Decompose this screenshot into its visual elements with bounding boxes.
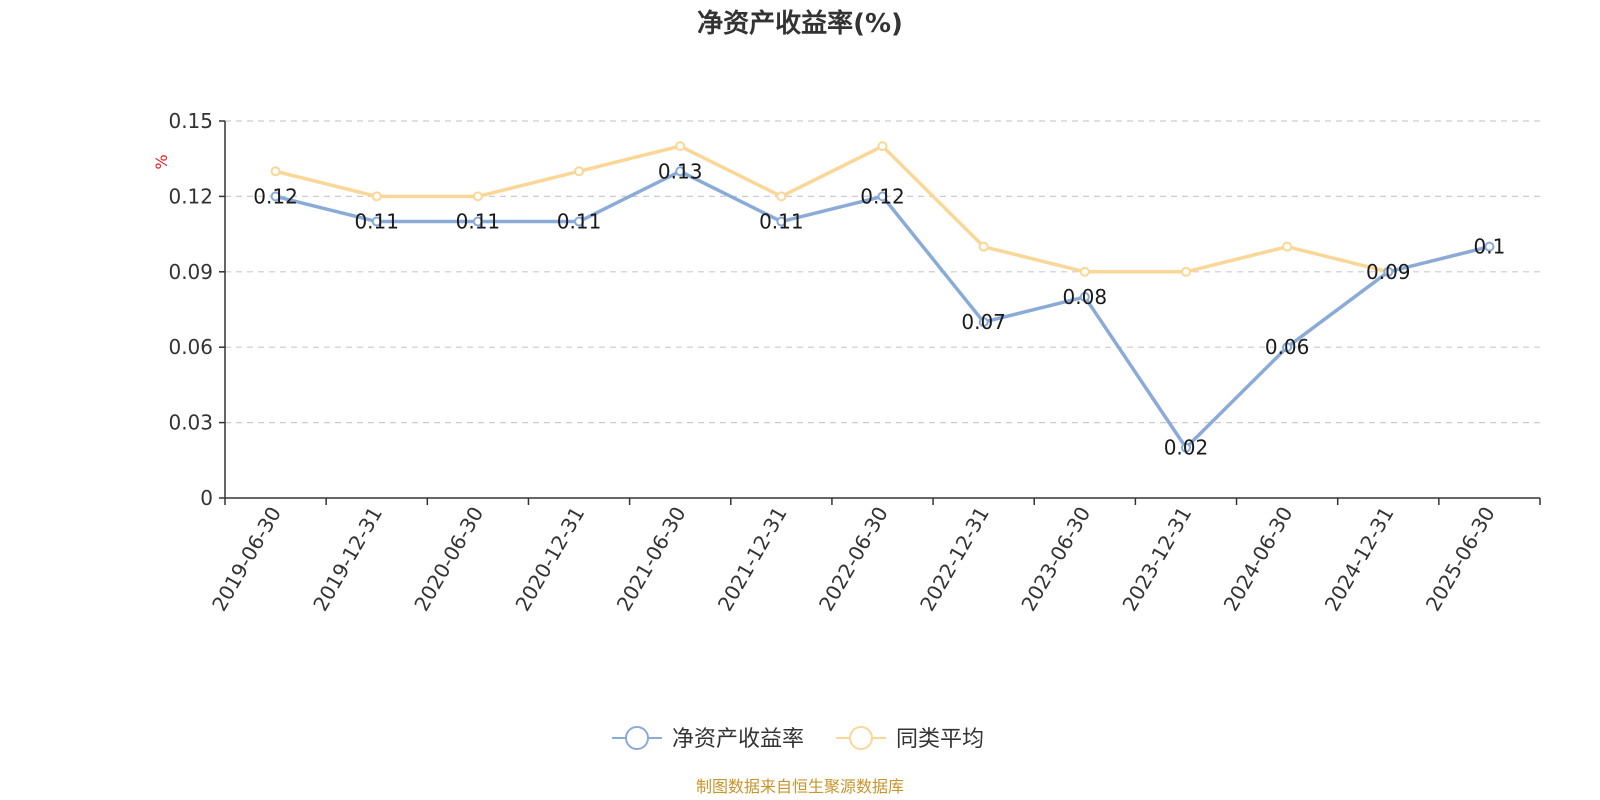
series-point-0[interactable] — [1282, 342, 1293, 353]
series-point-1[interactable] — [371, 191, 382, 202]
series-point-0[interactable] — [1484, 241, 1495, 252]
legend-label: 同类平均 — [896, 727, 984, 752]
x-tick-label: 2019-06-30 — [207, 503, 286, 616]
series-point-1[interactable] — [574, 166, 585, 177]
data-label: 0.11 — [759, 210, 804, 234]
y-tick-label: 0.12 — [168, 184, 213, 208]
series-point-0[interactable] — [472, 216, 483, 227]
legend[interactable]: 净资产收益率 同类平均 — [612, 726, 984, 752]
y-tick-label: 0.03 — [168, 411, 213, 435]
y-tick-label: 0 — [200, 486, 213, 510]
legend-label: 净资产收益率 — [672, 727, 804, 752]
x-tick-label: 2020-06-30 — [409, 503, 488, 616]
legend-item-1[interactable]: 同类平均 — [836, 726, 984, 752]
series-point-0[interactable] — [978, 317, 989, 328]
series-point-0[interactable] — [1079, 291, 1090, 302]
series-point-1[interactable] — [472, 191, 483, 202]
x-tick-label: 2025-06-30 — [1421, 503, 1500, 616]
series-point-1[interactable] — [270, 166, 281, 177]
legend-marker — [849, 726, 873, 750]
y-axis-unit-label: % — [152, 154, 171, 169]
series-point-1[interactable] — [675, 141, 686, 152]
y-tick-label: 0.09 — [168, 260, 213, 284]
data-label: 0.06 — [1265, 335, 1310, 359]
y-tick-label: 0.15 — [168, 109, 213, 133]
x-tick-label: 2022-06-30 — [814, 503, 893, 616]
x-tick-label: 2023-12-31 — [1117, 503, 1196, 616]
data-label: 0.07 — [961, 310, 1006, 334]
series-point-0[interactable] — [1180, 442, 1191, 453]
x-tick-label: 2021-06-30 — [612, 503, 691, 616]
data-label: 0.1 — [1474, 235, 1506, 259]
series-point-0[interactable] — [1383, 266, 1394, 277]
source-note: 制图数据来自恒生聚源数据库 — [696, 777, 904, 796]
y-tick-label: 0.06 — [168, 335, 213, 359]
series-point-0[interactable] — [877, 191, 888, 202]
legend-marker — [625, 726, 649, 750]
data-label: 0.13 — [658, 159, 703, 183]
grid-lines — [225, 120, 1540, 424]
series-point-1[interactable] — [877, 141, 888, 152]
x-tick-label: 2022-12-31 — [915, 503, 994, 616]
x-tick-label: 2021-12-31 — [713, 503, 792, 616]
series-point-1[interactable] — [1079, 266, 1090, 277]
data-label: 0.12 — [860, 184, 905, 208]
series-point-0[interactable] — [776, 216, 787, 227]
series-point-0[interactable] — [371, 216, 382, 227]
data-label: 0.02 — [1164, 436, 1209, 460]
x-tick-label: 2024-12-31 — [1320, 503, 1399, 616]
data-label: 0.12 — [253, 184, 298, 208]
data-label: 0.11 — [456, 210, 501, 234]
series-lines — [270, 141, 1495, 453]
x-tick-label: 2024-06-30 — [1219, 503, 1298, 616]
series-point-0[interactable] — [675, 166, 686, 177]
series-point-1[interactable] — [978, 241, 989, 252]
x-tick-label: 2023-06-30 — [1016, 503, 1095, 616]
series-point-1[interactable] — [1180, 266, 1191, 277]
data-label: 0.08 — [1063, 285, 1108, 309]
chart-title: 净资产收益率(%) — [697, 8, 903, 39]
axes: 0 0.03 0.06 0.09 0.12 0.15 2019-06-30 2019-12-3… — [168, 109, 1541, 616]
data-label: 0.11 — [557, 210, 602, 234]
x-tick-label: 2019-12-31 — [308, 503, 387, 616]
data-label: 0.09 — [1366, 260, 1411, 284]
legend-item-0[interactable]: 净资产收益率 — [612, 726, 804, 752]
x-tick-label: 2020-12-31 — [510, 503, 589, 616]
series-point-0[interactable] — [574, 216, 585, 227]
series-point-0[interactable] — [270, 191, 281, 202]
series-point-1[interactable] — [776, 191, 787, 202]
data-label: 0.11 — [354, 210, 399, 234]
series-point-1[interactable] — [1282, 241, 1293, 252]
data-labels: 0.12 0.11 0.11 0.11 0.13 0.11 0.12 0.07 0.08 0.02… — [253, 159, 1505, 459]
